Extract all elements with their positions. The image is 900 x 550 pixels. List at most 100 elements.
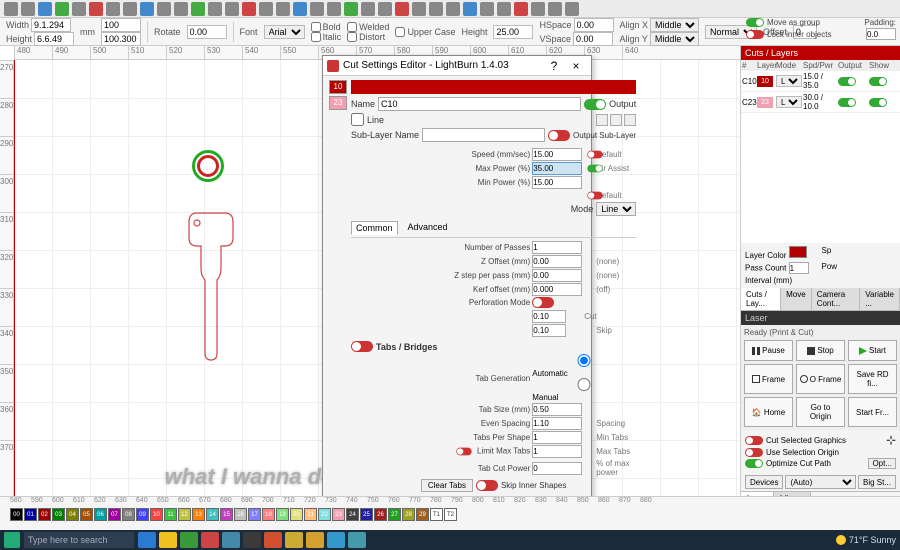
device-select[interactable]: (Auto): [785, 475, 856, 489]
tab-common[interactable]: Common: [351, 221, 398, 235]
palette-color[interactable]: T1: [430, 508, 443, 521]
toolbar-icon[interactable]: [293, 2, 307, 16]
output-sublayer-toggle[interactable]: [548, 130, 570, 141]
taskbar-app-icon[interactable]: [138, 532, 156, 548]
sublayer-name-input[interactable]: [422, 128, 545, 142]
toolbar-icon[interactable]: [123, 2, 137, 16]
toolbar-icon[interactable]: [395, 2, 409, 16]
right-tab[interactable]: Move: [781, 288, 812, 310]
dialog-titlebar[interactable]: Cut Settings Editor - LightBurn 1.4.03 ?…: [323, 56, 591, 76]
dialog-layer-swatch[interactable]: 23: [329, 96, 347, 110]
tabs-toggle[interactable]: [351, 341, 373, 352]
line-check[interactable]: [351, 113, 364, 126]
close-button[interactable]: ×: [565, 58, 587, 74]
palette-color[interactable]: 07: [108, 508, 121, 521]
italic-check[interactable]: [311, 32, 321, 42]
home-button[interactable]: 🏠Home: [744, 397, 793, 427]
palette-color[interactable]: 10: [150, 508, 163, 521]
toolbar-icon[interactable]: [480, 2, 494, 16]
toolbar-icon[interactable]: [225, 2, 239, 16]
upper-check[interactable]: [395, 27, 405, 37]
toolbar-icon[interactable]: [106, 2, 120, 16]
tabspershape-input[interactable]: [532, 431, 582, 444]
palette-color[interactable]: 06: [94, 508, 107, 521]
hspace-input[interactable]: [574, 18, 614, 32]
limitmax-input[interactable]: [532, 445, 582, 458]
palette-color[interactable]: 20: [290, 508, 303, 521]
palette-color[interactable]: 02: [38, 508, 51, 521]
bold-check[interactable]: [311, 22, 321, 32]
pct1-input[interactable]: [101, 18, 141, 32]
taskbar-app-icon[interactable]: [327, 532, 345, 548]
tabgen-manual-radio[interactable]: [532, 378, 636, 391]
alignx-select[interactable]: Middle: [650, 18, 699, 32]
optimize-toggle[interactable]: [745, 459, 763, 468]
zoffset-input[interactable]: [532, 255, 582, 268]
taskbar-app-icon[interactable]: [348, 532, 366, 548]
palette-color[interactable]: 15: [220, 508, 233, 521]
toolbar-icon[interactable]: [429, 2, 443, 16]
stop-button[interactable]: Stop: [796, 340, 845, 361]
pause-button[interactable]: Pause: [744, 340, 793, 361]
skip-inner-toggle[interactable]: [476, 480, 498, 491]
toolbar-icon[interactable]: [4, 2, 18, 16]
toolbar-icon[interactable]: [412, 2, 426, 16]
welded-check[interactable]: [347, 22, 357, 32]
palette-color[interactable]: 03: [52, 508, 65, 521]
optimize-button[interactable]: Opt...: [868, 458, 896, 469]
layer-color-swatch[interactable]: [789, 246, 807, 258]
palette-color[interactable]: 18: [262, 508, 275, 521]
use-selection-toggle[interactable]: [745, 448, 763, 457]
circle-shape[interactable]: [192, 150, 224, 182]
taskbar-app-icon[interactable]: [285, 532, 303, 548]
layer-row[interactable]: C1010Line15.0 / 35.0: [741, 71, 900, 92]
right-tab[interactable]: Variable ...: [860, 288, 900, 310]
toolbar-icon[interactable]: [497, 2, 511, 16]
start-from-button[interactable]: Start Fr...: [848, 397, 897, 427]
font-select[interactable]: Arial: [264, 25, 305, 39]
key-shape[interactable]: [187, 208, 235, 363]
kerf-input[interactable]: [532, 283, 582, 296]
toolbar-icon[interactable]: [89, 2, 103, 16]
tabsize-input[interactable]: [532, 403, 582, 416]
toolbar-icon[interactable]: [174, 2, 188, 16]
vspace-input[interactable]: [573, 32, 613, 46]
tabcutpower-input[interactable]: [532, 462, 582, 475]
height-input[interactable]: [34, 32, 74, 46]
taskbar-app-icon[interactable]: [159, 532, 177, 548]
palette-color[interactable]: 21: [304, 508, 317, 521]
palette-color[interactable]: 01: [24, 508, 37, 521]
taskbar-app-icon[interactable]: [243, 532, 261, 548]
cut-selected-toggle[interactable]: [745, 436, 763, 445]
toolbar-icon[interactable]: [344, 2, 358, 16]
palette-color[interactable]: 12: [178, 508, 191, 521]
weather-widget[interactable]: 71°F Sunny: [836, 535, 896, 545]
taskbar-app-icon[interactable]: [222, 532, 240, 548]
perforation-toggle[interactable]: [532, 297, 554, 308]
palette-color[interactable]: 24: [346, 508, 359, 521]
pct2-input[interactable]: [101, 32, 141, 46]
toolbar-icon[interactable]: [55, 2, 69, 16]
toolbar-icon[interactable]: [446, 2, 460, 16]
toolbar-icon[interactable]: [191, 2, 205, 16]
goto-origin-button[interactable]: Go to Origin: [796, 397, 845, 427]
zstep-input[interactable]: [532, 269, 582, 282]
save-rd-button[interactable]: Save RD fi...: [848, 364, 897, 394]
taskbar-app-icon[interactable]: [306, 532, 324, 548]
toolbar-icon[interactable]: [259, 2, 273, 16]
mode-select[interactable]: Line: [596, 202, 636, 216]
taskbar-app-icon[interactable]: [264, 532, 282, 548]
palette-color[interactable]: 05: [80, 508, 93, 521]
tab-advanced[interactable]: Advanced: [404, 221, 452, 235]
height2-input[interactable]: [493, 25, 533, 39]
toolbar-icon[interactable]: [208, 2, 222, 16]
air-assist-toggle[interactable]: [588, 165, 603, 173]
toolbar-icon[interactable]: [21, 2, 35, 16]
toolbar-icon[interactable]: [310, 2, 324, 16]
palette-color[interactable]: 14: [206, 508, 219, 521]
palette-color[interactable]: 11: [164, 508, 177, 521]
palette-color[interactable]: 29: [416, 508, 429, 521]
toolbar-icon[interactable]: [276, 2, 290, 16]
perf-skip-input[interactable]: [532, 324, 566, 337]
palette-color[interactable]: 25: [360, 508, 373, 521]
